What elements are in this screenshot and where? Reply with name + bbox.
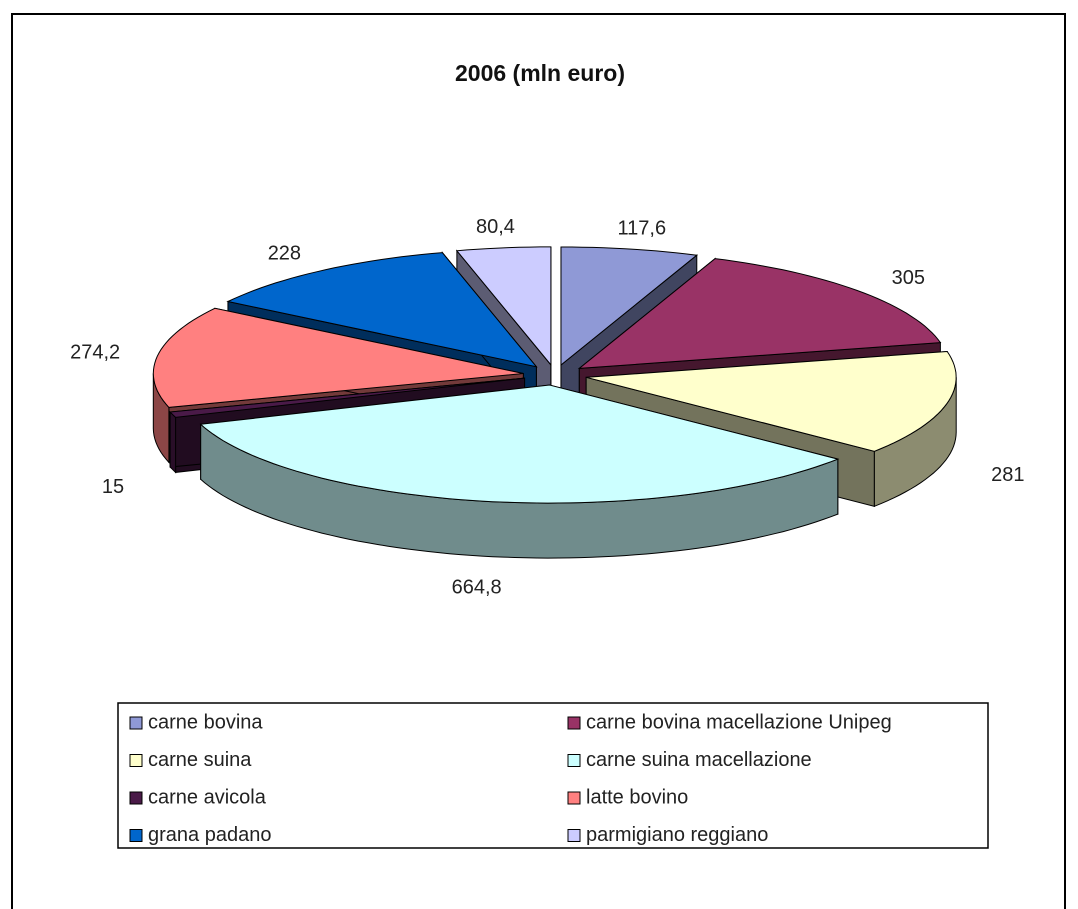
legend-label: carne bovina macellazione Unipeg <box>586 711 892 733</box>
legend-swatch <box>129 716 143 730</box>
legend-swatch <box>129 829 143 842</box>
legend-label: carne suina <box>148 749 252 771</box>
data-label: 228 <box>268 243 301 265</box>
legend-label: latte bovino <box>586 786 688 808</box>
pie-slice <box>455 246 552 367</box>
pie-slice <box>199 384 840 504</box>
data-label: 664,8 <box>452 576 502 598</box>
data-label: 305 <box>892 267 925 289</box>
pie-slice <box>168 377 525 418</box>
data-label: 274,2 <box>70 342 120 364</box>
legend-label: parmigiano reggiano <box>586 824 768 846</box>
pie-slice <box>577 258 942 369</box>
legend-swatch <box>129 791 143 805</box>
data-label: 281 <box>991 464 1024 486</box>
legend-swatch <box>567 716 581 730</box>
pie-slice <box>152 307 524 408</box>
data-label: 15 <box>102 476 124 498</box>
legend-swatch <box>567 754 581 767</box>
legend-swatch <box>567 791 581 805</box>
slice-side <box>169 410 177 474</box>
legend-label: carne bovina <box>148 711 263 733</box>
pie-slice <box>560 246 699 367</box>
chart-title: 2006 (mln euro) <box>455 60 625 86</box>
data-label: 117,6 <box>618 218 667 240</box>
legend-swatch <box>129 754 143 767</box>
data-label: 80,4 <box>476 216 515 238</box>
chart-frame <box>11 13 1066 909</box>
legend-label: grana padano <box>148 824 271 846</box>
legend-label: carne suina macellazione <box>586 749 812 771</box>
legend-label: carne avicola <box>148 786 267 808</box>
pie-slice <box>586 350 957 452</box>
legend-box <box>117 702 989 849</box>
legend-swatch <box>567 829 581 842</box>
pie-slice <box>226 252 538 368</box>
